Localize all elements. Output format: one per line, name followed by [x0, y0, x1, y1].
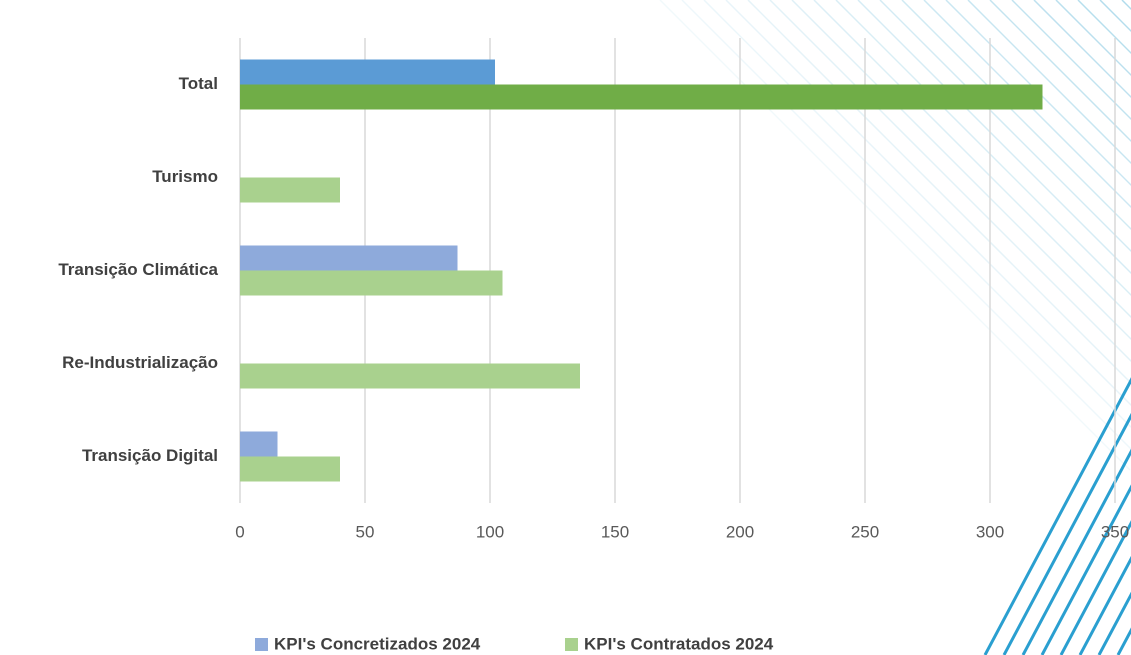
bar — [240, 271, 503, 296]
category-label: Transição Climática — [58, 260, 218, 279]
bar — [240, 60, 495, 85]
legend-label: KPI's Concretizados 2024 — [274, 634, 481, 653]
deco-stripe-dark — [1080, 260, 1131, 655]
category-label: Turismo — [152, 167, 218, 186]
chart: 0 50 100 150 200 250 300 350 Total Turismo Transiç… — [0, 0, 1131, 655]
x-tick-label: 0 — [235, 522, 244, 541]
x-tick-label: 150 — [601, 522, 629, 541]
bar — [240, 432, 278, 457]
x-tick-label: 50 — [356, 522, 375, 541]
x-tick-label: 100 — [476, 522, 504, 541]
x-tick-label: 200 — [726, 522, 754, 541]
legend-label: KPI's Contratados 2024 — [584, 634, 774, 653]
legend-swatch — [255, 638, 268, 651]
x-tick-label: 250 — [851, 522, 879, 541]
bar — [240, 457, 340, 482]
bar — [240, 85, 1043, 110]
x-tick-label: 350 — [1101, 522, 1129, 541]
bar — [240, 246, 458, 271]
bar — [240, 364, 580, 389]
category-label: Transição Digital — [82, 446, 218, 465]
category-label: Re-Industrialização — [62, 353, 218, 372]
deco-stripe-dark — [1061, 260, 1131, 655]
category-label: Total — [179, 74, 218, 93]
x-tick-label: 300 — [976, 522, 1004, 541]
legend-swatch — [565, 638, 578, 651]
bar — [240, 178, 340, 203]
